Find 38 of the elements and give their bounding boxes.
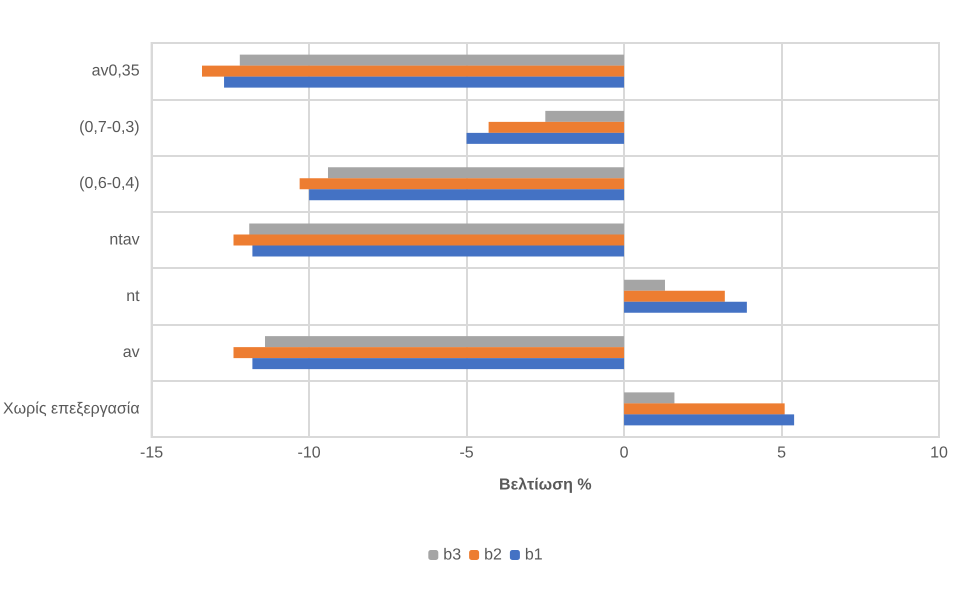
- x-axis-title: Βελτίωση %: [499, 476, 592, 494]
- bar: [624, 414, 794, 426]
- y-tick-label: (0,6-0,4): [79, 175, 140, 192]
- x-tick-label: -15: [140, 444, 164, 462]
- bar: [466, 132, 624, 144]
- bar: [545, 110, 624, 122]
- y-tick-label: av0,35: [92, 62, 140, 80]
- legend-label: b1: [524, 546, 543, 564]
- x-tick-label: 5: [777, 444, 786, 462]
- bar: [224, 76, 624, 88]
- bar: [252, 246, 624, 256]
- x-tick-label: 10: [930, 444, 948, 462]
- y-tick-label: (0,7-0,3): [79, 118, 140, 136]
- bar: [624, 392, 674, 404]
- x-tick-label: -5: [459, 444, 474, 462]
- bar: [252, 358, 624, 370]
- x-tick-label: -10: [298, 444, 321, 462]
- bar: [328, 167, 624, 178]
- bar: [234, 234, 624, 246]
- bar: [309, 189, 624, 200]
- bar: [624, 290, 725, 302]
- x-tick-label: 0: [620, 444, 629, 462]
- legend-label: b2: [484, 546, 502, 564]
- bar: [249, 224, 624, 234]
- y-tick-label: nt: [126, 288, 140, 305]
- bar: [624, 302, 747, 313]
- y-tick-label: av: [122, 344, 140, 362]
- bar: [624, 403, 785, 414]
- bar: [624, 280, 665, 291]
- bar: [488, 122, 624, 133]
- bar: [300, 178, 624, 190]
- bar: [240, 54, 624, 66]
- bar: [202, 66, 624, 77]
- y-tick-label: Χωρίς επεξεργασία: [3, 400, 140, 418]
- legend-label: b3: [443, 546, 462, 564]
- bar: [234, 347, 624, 358]
- y-tick-label: ntav: [109, 232, 140, 248]
- bar: [264, 336, 624, 348]
